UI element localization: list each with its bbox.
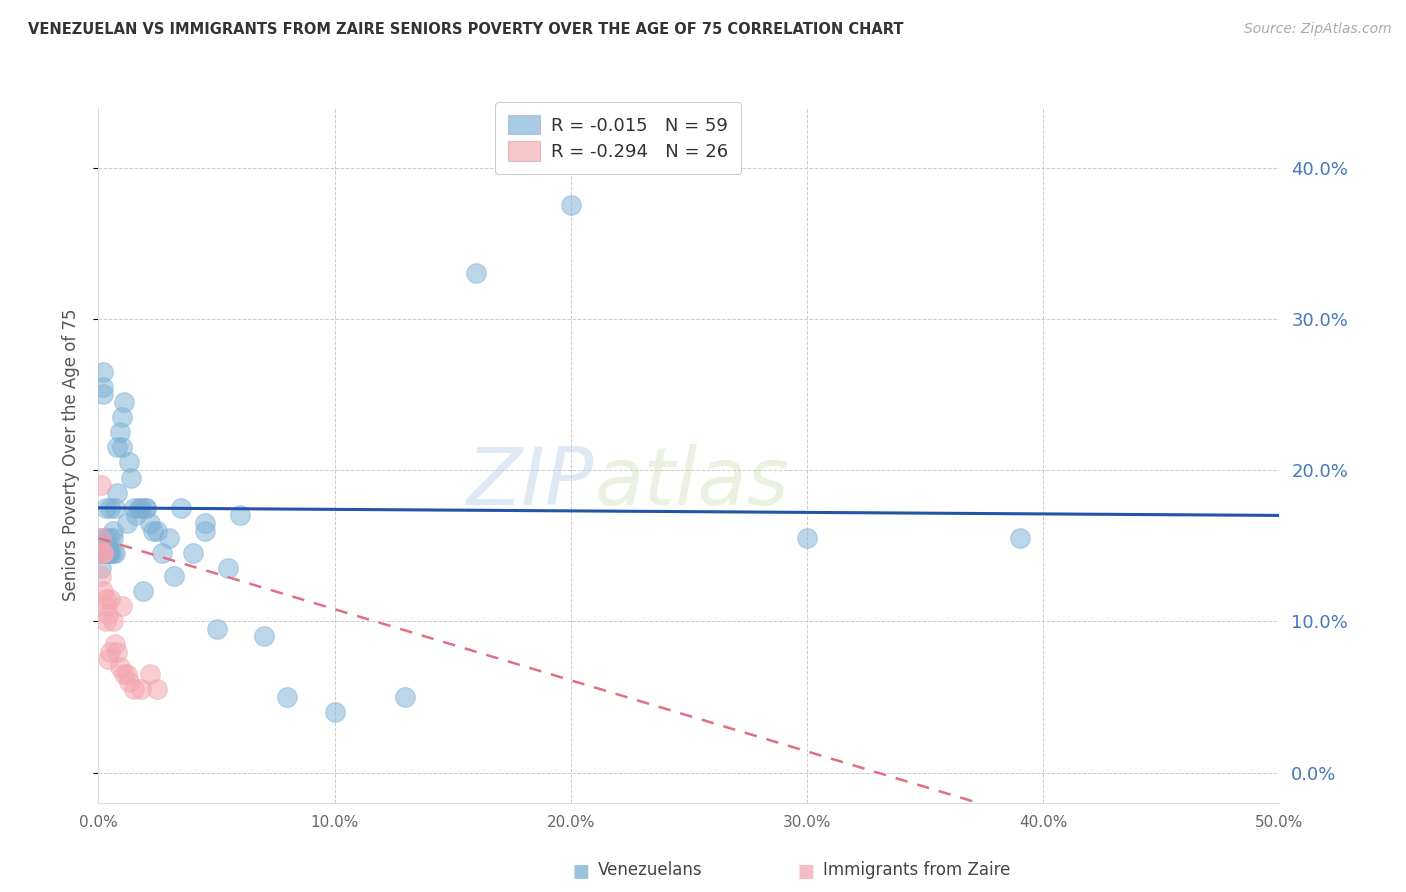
Point (101, 524, 124, 538)
Point (97, 607, 120, 621)
Point (129, 500, 152, 515)
Point (98, 546, 121, 560)
Point (276, 690, 298, 704)
Point (132, 584, 155, 599)
Point (94, 599, 117, 614)
Point (105, 644, 128, 658)
Point (91, 365, 114, 379)
Point (205, 622, 228, 636)
Point (560, 198, 582, 212)
Point (118, 674, 141, 689)
Point (108, 659, 131, 673)
Point (91, 584, 114, 599)
Point (111, 441, 134, 455)
Point (796, 531, 818, 545)
Point (101, 615, 124, 629)
Point (194, 524, 217, 538)
Legend: R = -0.015   N = 59, R = -0.294   N = 26: R = -0.015 N = 59, R = -0.294 N = 26 (495, 103, 741, 174)
Point (253, 629, 276, 643)
Text: atlas: atlas (595, 443, 789, 522)
Point (139, 516, 162, 530)
Point (105, 485, 128, 500)
Point (122, 500, 145, 515)
Point (115, 667, 138, 681)
Point (90, 561, 112, 575)
Point (135, 500, 157, 515)
Point (112, 667, 135, 681)
Point (94, 615, 117, 629)
Text: ZIP: ZIP (467, 443, 595, 522)
Point (111, 599, 134, 614)
Point (98, 546, 121, 560)
Point (125, 508, 148, 523)
Text: Source: ZipAtlas.com: Source: ZipAtlas.com (1244, 22, 1392, 37)
Point (94, 591, 117, 606)
Text: ▪: ▪ (572, 855, 591, 884)
Point (97, 546, 120, 560)
Text: Immigrants from Zaire: Immigrants from Zaire (823, 861, 1010, 879)
Point (146, 682, 169, 697)
Point (170, 500, 193, 515)
Point (105, 441, 128, 455)
Point (142, 524, 165, 538)
Point (91, 546, 114, 560)
Point (181, 546, 204, 560)
Point (394, 690, 416, 704)
Point (1008, 531, 1031, 545)
Point (104, 546, 127, 560)
Point (118, 455, 141, 469)
Point (217, 561, 239, 575)
Point (98, 531, 121, 545)
Point (194, 516, 217, 530)
Point (128, 500, 150, 515)
Point (94, 500, 117, 515)
Point (112, 395, 135, 409)
Point (90, 546, 112, 560)
Text: VENEZUELAN VS IMMIGRANTS FROM ZAIRE SENIORS POVERTY OVER THE AGE OF 75 CORRELATI: VENEZUELAN VS IMMIGRANTS FROM ZAIRE SENI… (28, 22, 904, 37)
Point (94, 531, 117, 545)
Point (90, 569, 112, 583)
Point (111, 410, 134, 425)
Point (91, 546, 114, 560)
Point (101, 531, 124, 545)
Point (94, 546, 117, 560)
Point (108, 425, 131, 440)
Point (97, 539, 120, 553)
Point (157, 531, 180, 545)
Text: Venezuelans: Venezuelans (598, 861, 702, 879)
Point (465, 267, 488, 281)
Point (90, 531, 112, 545)
Point (101, 546, 124, 560)
Point (104, 637, 127, 651)
Point (97, 652, 120, 666)
Point (104, 500, 127, 515)
Point (146, 524, 169, 538)
Point (97, 546, 120, 560)
Point (139, 667, 162, 681)
Point (90, 531, 112, 545)
Point (122, 682, 145, 697)
Point (121, 470, 143, 484)
Point (229, 508, 252, 523)
Point (91, 380, 114, 394)
Point (91, 546, 114, 560)
Point (90, 478, 112, 492)
Point (323, 705, 346, 719)
Point (150, 546, 173, 560)
Text: ▪: ▪ (797, 855, 815, 884)
Point (91, 387, 114, 401)
Point (129, 682, 152, 697)
Point (163, 569, 186, 583)
Y-axis label: Seniors Poverty Over the Age of 75: Seniors Poverty Over the Age of 75 (62, 309, 80, 601)
Point (90, 546, 112, 560)
Point (98, 644, 121, 658)
Point (135, 500, 157, 515)
Point (98, 591, 121, 606)
Point (98, 500, 121, 515)
Point (115, 516, 138, 530)
